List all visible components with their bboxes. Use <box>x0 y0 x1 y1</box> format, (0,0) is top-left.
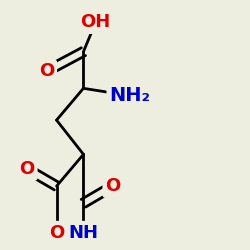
Text: NH: NH <box>68 224 98 242</box>
Text: O: O <box>105 177 120 195</box>
Text: OH: OH <box>80 13 111 31</box>
Text: O: O <box>49 224 64 242</box>
Text: O: O <box>20 160 35 178</box>
Text: NH₂: NH₂ <box>110 86 150 105</box>
Text: O: O <box>39 62 54 80</box>
